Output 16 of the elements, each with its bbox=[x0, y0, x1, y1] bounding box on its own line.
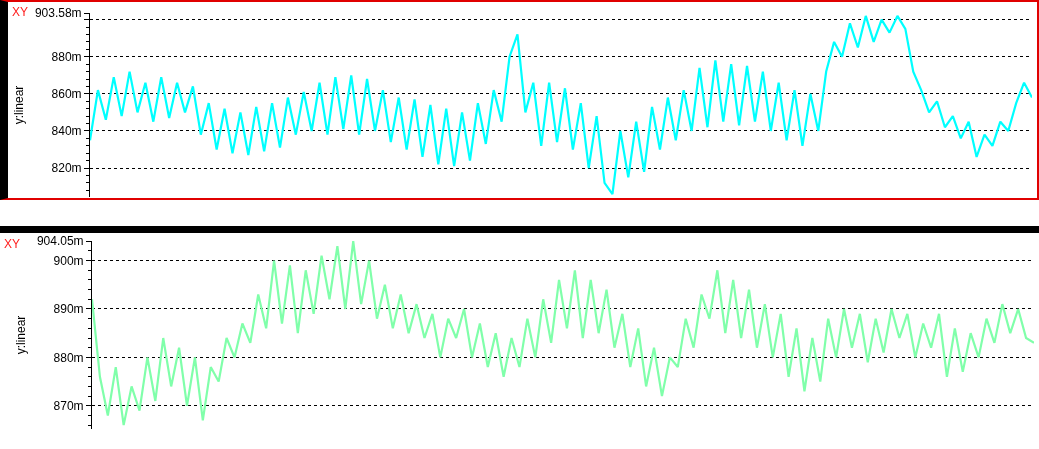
y-tick-label: 904.05m bbox=[36, 234, 84, 249]
y-tick-label: 870m bbox=[53, 398, 84, 413]
y-tick-label: 880m bbox=[53, 350, 84, 365]
y-tick-label: 900m bbox=[53, 253, 84, 268]
y-tick-label: 890m bbox=[53, 302, 84, 317]
y-axis-title: y:linear bbox=[14, 315, 29, 355]
text: XY bbox=[4, 237, 21, 251]
y-tick-label: 840m bbox=[51, 124, 82, 139]
y-tick-label: 860m bbox=[51, 87, 82, 102]
y-tick-label: 820m bbox=[51, 161, 82, 176]
line-series bbox=[92, 241, 1034, 427]
y-tick-label: 903.58m bbox=[34, 6, 82, 21]
y-axis-title: y:linear bbox=[12, 85, 27, 125]
y-tick-label: 880m bbox=[51, 49, 82, 64]
line-series bbox=[90, 14, 1032, 196]
text: XY bbox=[12, 5, 29, 19]
